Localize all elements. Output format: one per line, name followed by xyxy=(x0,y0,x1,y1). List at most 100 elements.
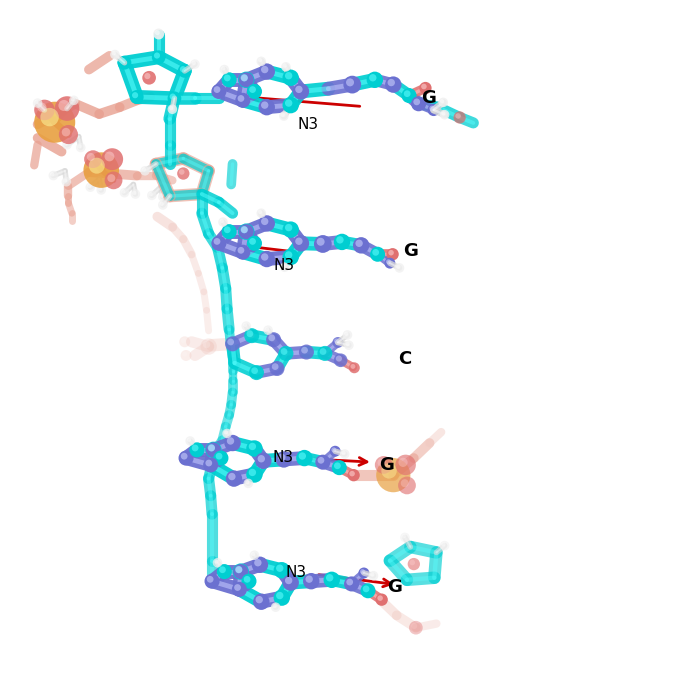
Text: N3: N3 xyxy=(272,450,293,465)
Circle shape xyxy=(98,187,102,191)
Circle shape xyxy=(344,576,359,592)
Circle shape xyxy=(228,473,235,480)
Circle shape xyxy=(389,250,394,255)
Circle shape xyxy=(140,166,150,176)
Circle shape xyxy=(105,151,114,162)
Circle shape xyxy=(180,66,186,72)
Circle shape xyxy=(192,444,198,452)
Circle shape xyxy=(213,86,220,93)
Circle shape xyxy=(276,452,292,468)
Circle shape xyxy=(334,234,350,250)
Circle shape xyxy=(87,153,95,161)
Circle shape xyxy=(247,84,262,99)
Circle shape xyxy=(334,354,347,367)
Circle shape xyxy=(282,97,299,113)
Circle shape xyxy=(241,75,248,81)
Circle shape xyxy=(238,71,254,88)
Circle shape xyxy=(187,438,191,442)
Circle shape xyxy=(33,98,42,108)
Circle shape xyxy=(237,247,244,253)
Circle shape xyxy=(246,466,263,483)
Circle shape xyxy=(278,454,285,461)
Circle shape xyxy=(363,585,369,592)
Circle shape xyxy=(63,178,67,183)
Circle shape xyxy=(132,92,138,98)
Circle shape xyxy=(411,96,426,111)
Circle shape xyxy=(179,451,194,466)
Circle shape xyxy=(384,258,395,269)
Circle shape xyxy=(101,148,123,170)
Circle shape xyxy=(219,566,226,573)
Circle shape xyxy=(110,50,120,60)
Circle shape xyxy=(295,237,302,245)
Circle shape xyxy=(400,533,410,542)
Circle shape xyxy=(189,442,205,457)
Circle shape xyxy=(241,74,248,81)
Circle shape xyxy=(211,236,226,251)
Circle shape xyxy=(241,574,256,589)
Circle shape xyxy=(293,235,309,251)
Circle shape xyxy=(261,102,268,108)
Circle shape xyxy=(428,104,440,116)
Circle shape xyxy=(296,450,313,466)
Circle shape xyxy=(372,249,379,256)
Circle shape xyxy=(386,259,391,264)
Circle shape xyxy=(227,438,234,444)
Circle shape xyxy=(77,144,81,148)
Circle shape xyxy=(402,88,417,103)
Circle shape xyxy=(441,111,445,116)
Circle shape xyxy=(272,604,276,608)
Circle shape xyxy=(261,253,268,260)
Circle shape xyxy=(158,200,168,210)
Circle shape xyxy=(440,541,449,550)
Circle shape xyxy=(413,99,420,105)
Circle shape xyxy=(303,573,319,589)
Circle shape xyxy=(438,97,448,107)
Circle shape xyxy=(244,576,250,582)
Circle shape xyxy=(83,153,119,188)
Circle shape xyxy=(221,66,225,71)
Circle shape xyxy=(207,576,213,582)
Circle shape xyxy=(205,574,220,589)
Circle shape xyxy=(343,330,352,340)
Circle shape xyxy=(265,327,269,331)
Circle shape xyxy=(326,574,333,582)
Circle shape xyxy=(279,111,289,121)
Circle shape xyxy=(345,342,350,346)
Circle shape xyxy=(346,78,354,86)
Circle shape xyxy=(280,113,285,117)
Circle shape xyxy=(259,216,275,232)
Circle shape xyxy=(192,61,196,65)
Circle shape xyxy=(154,52,160,59)
Circle shape xyxy=(213,451,228,466)
Circle shape xyxy=(121,189,125,194)
Circle shape xyxy=(227,339,234,345)
Circle shape xyxy=(369,571,378,580)
Circle shape xyxy=(237,95,244,101)
Circle shape xyxy=(155,30,160,35)
Circle shape xyxy=(37,103,47,112)
Circle shape xyxy=(144,73,150,79)
Circle shape xyxy=(177,167,189,180)
Circle shape xyxy=(259,251,275,267)
Circle shape xyxy=(409,621,423,634)
Circle shape xyxy=(293,83,309,99)
Circle shape xyxy=(120,188,129,197)
Circle shape xyxy=(272,363,278,370)
Circle shape xyxy=(107,174,116,182)
Circle shape xyxy=(336,356,342,362)
Circle shape xyxy=(386,248,399,260)
Text: G: G xyxy=(421,90,436,107)
Circle shape xyxy=(385,76,402,93)
Circle shape xyxy=(282,64,287,68)
Circle shape xyxy=(401,480,409,487)
Circle shape xyxy=(249,365,264,380)
Circle shape xyxy=(215,453,222,460)
Circle shape xyxy=(404,90,410,97)
Circle shape xyxy=(456,113,461,119)
Circle shape xyxy=(254,559,261,566)
Circle shape xyxy=(200,338,217,355)
Circle shape xyxy=(344,340,354,350)
Circle shape xyxy=(249,238,256,245)
Circle shape xyxy=(314,235,332,253)
